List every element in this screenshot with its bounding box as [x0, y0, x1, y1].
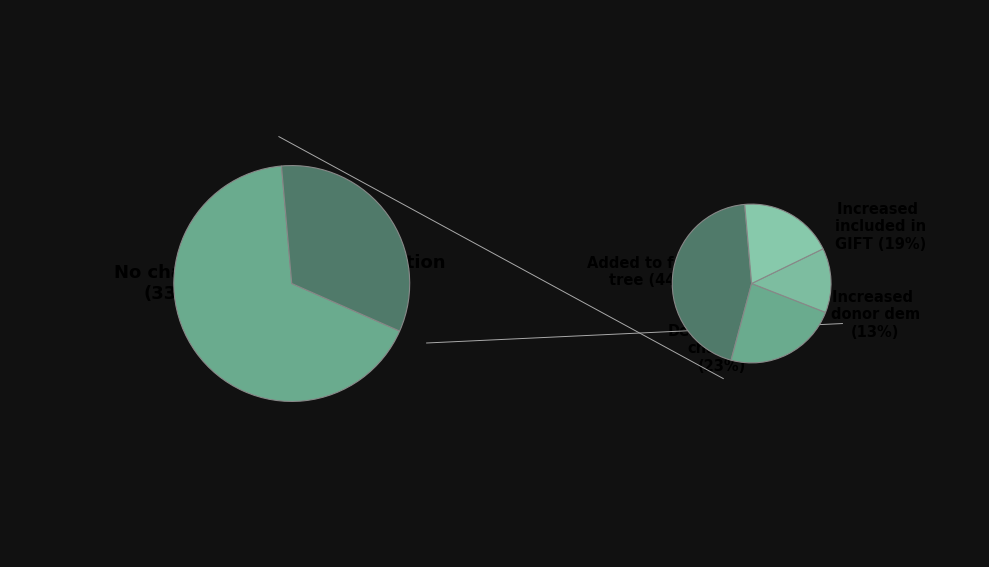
- Wedge shape: [174, 166, 400, 401]
- Wedge shape: [745, 204, 823, 284]
- Wedge shape: [282, 166, 409, 331]
- Wedge shape: [673, 205, 752, 360]
- Wedge shape: [752, 249, 831, 312]
- Text: Added to family
tree (44%): Added to family tree (44%): [587, 256, 718, 289]
- Text: Increased 
donor dem
(13%): Increased donor dem (13%): [831, 290, 920, 340]
- Text: No changes
(33%): No changes (33%): [115, 264, 231, 303]
- Wedge shape: [731, 284, 826, 363]
- Text: New information
reported
(67%): New information reported (67%): [277, 253, 445, 314]
- Text: Demographic
changes
(23%): Demographic changes (23%): [668, 324, 776, 374]
- Text: Increased 
included in
GIFT (19%): Increased included in GIFT (19%): [835, 202, 926, 252]
